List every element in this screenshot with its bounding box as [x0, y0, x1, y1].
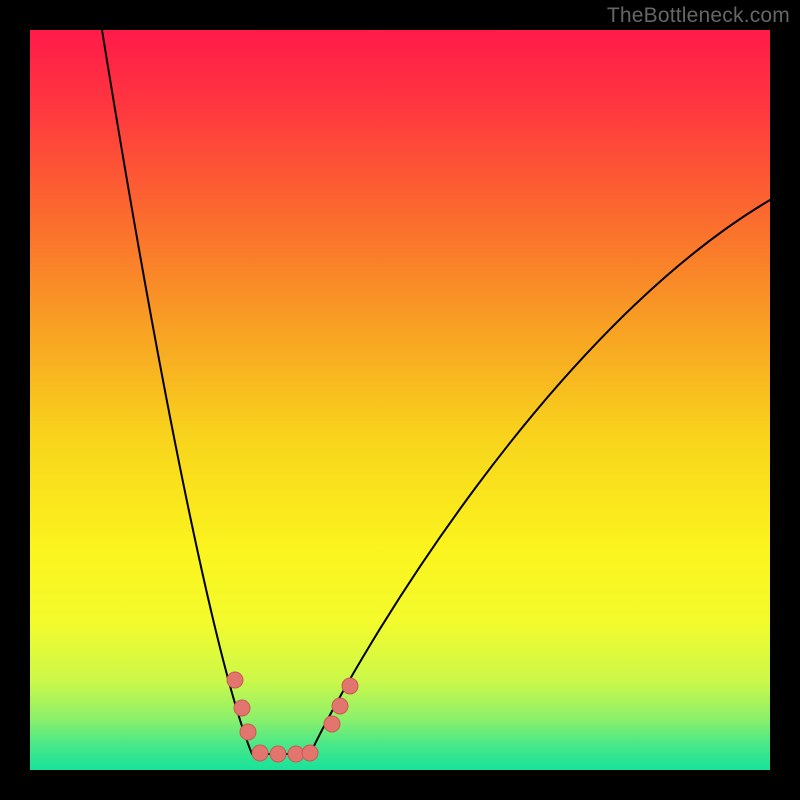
data-marker	[240, 724, 256, 740]
data-marker	[270, 746, 286, 762]
bottleneck-chart	[0, 0, 800, 800]
data-marker	[332, 698, 348, 714]
gradient-background	[30, 30, 770, 770]
chart-stage: TheBottleneck.com	[0, 0, 800, 800]
data-marker	[342, 678, 358, 694]
watermark-text: TheBottleneck.com	[607, 4, 790, 28]
data-marker	[227, 672, 243, 688]
data-marker	[302, 745, 318, 761]
data-marker	[252, 745, 268, 761]
data-marker	[234, 700, 250, 716]
plot-area	[30, 30, 770, 770]
data-marker	[324, 716, 340, 732]
